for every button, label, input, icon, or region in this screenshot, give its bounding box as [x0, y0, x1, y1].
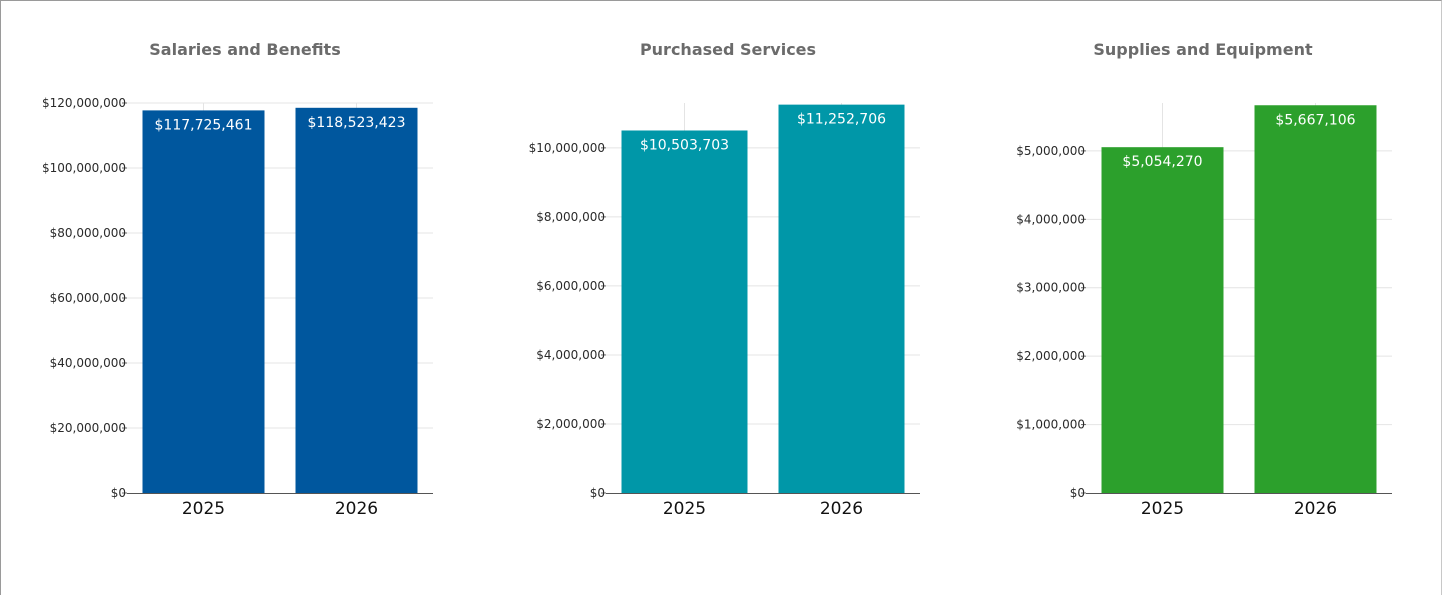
y-tick-label: $80,000,000 [50, 226, 126, 240]
chart-title-1: Salaries and Benefits [149, 40, 341, 59]
data-label-2026: $118,523,423 [308, 115, 406, 131]
y-tick-label: $0 [1070, 486, 1085, 500]
y-tick-label: $10,000,000 [529, 141, 605, 155]
chart-title-2: Purchased Services [639, 40, 817, 59]
x-tick-label-2026: 2026 [820, 499, 863, 519]
y-tick-label: $4,000,000 [536, 348, 605, 362]
y-tick-label: $2,000,000 [536, 417, 605, 431]
y-tick-label: $20,000,000 [50, 421, 126, 435]
data-label-2025: $117,725,461 [155, 117, 253, 133]
y-tick-label: $120,000,000 [42, 96, 126, 110]
y-tick-label: $60,000,000 [50, 291, 126, 305]
data-label-2025: $10,503,703 [640, 137, 729, 153]
bar-2025 [1101, 147, 1224, 494]
y-tick-label: $8,000,000 [536, 210, 605, 224]
y-tick-label: $4,000,000 [1016, 212, 1085, 226]
data-label-2026: $11,252,706 [797, 112, 886, 128]
bar-2025 [621, 130, 748, 493]
y-tick-label: $40,000,000 [50, 356, 126, 370]
y-tick-label: $0 [590, 486, 605, 500]
y-tick-label: $1,000,000 [1016, 418, 1085, 432]
y-tick-label: $6,000,000 [536, 279, 605, 293]
y-tick-label: $0 [111, 486, 126, 500]
y-tick-label: $3,000,000 [1016, 281, 1085, 295]
bar-2026 [1254, 105, 1377, 493]
bar-2025 [142, 110, 265, 494]
y-tick-label: $2,000,000 [1016, 349, 1085, 363]
x-tick-label-2025: 2025 [182, 499, 225, 519]
x-tick-label-2026: 2026 [335, 499, 378, 519]
x-tick-label-2026: 2026 [1294, 499, 1337, 519]
data-label-2026: $5,667,106 [1275, 112, 1355, 128]
data-label-2025: $5,054,270 [1122, 154, 1202, 170]
bar-2026 [295, 107, 418, 493]
x-tick-label-2025: 2025 [663, 499, 706, 519]
bar-2026 [778, 104, 905, 494]
y-tick-label: $5,000,000 [1016, 144, 1085, 158]
x-tick-label-2025: 2025 [1141, 499, 1184, 519]
chart-title-3: Supplies and Equipment [1093, 40, 1313, 59]
y-tick-label: $100,000,000 [42, 161, 126, 175]
